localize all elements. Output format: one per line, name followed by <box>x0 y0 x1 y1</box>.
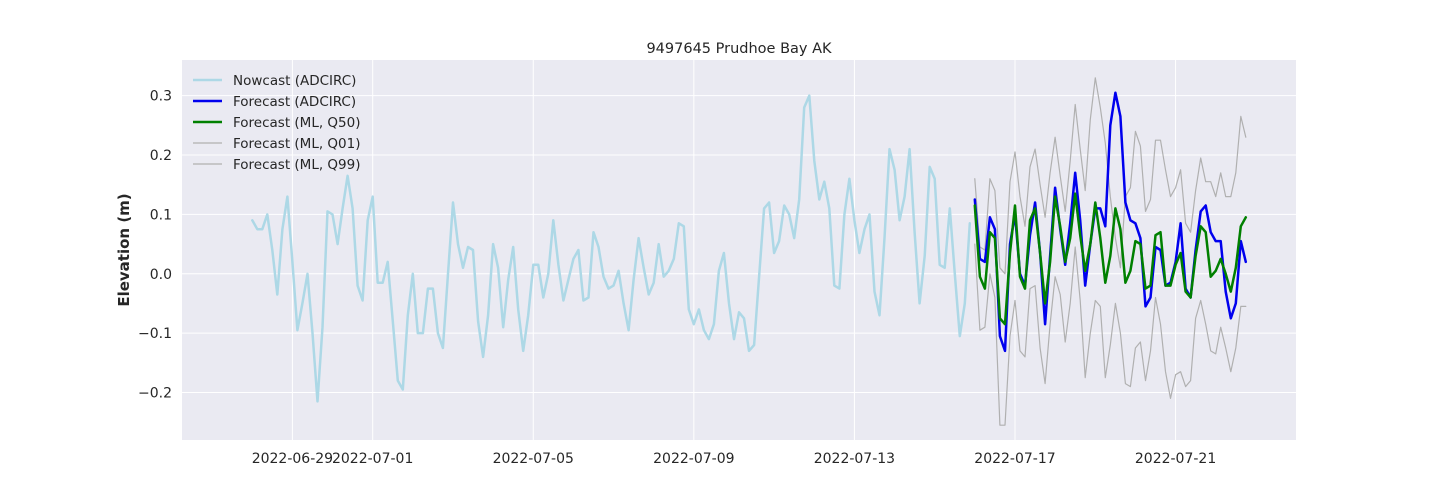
series-line-2 <box>973 192 1248 326</box>
x-tick-label: 2022-07-17 <box>974 451 1055 467</box>
legend-label: Forecast (ML, Q99) <box>233 157 361 173</box>
y-tick-label: −0.1 <box>138 326 172 342</box>
legend-label: Forecast (ADCIRC) <box>233 94 356 110</box>
series-line-3 <box>974 243 1247 426</box>
series-layer <box>251 77 1248 426</box>
x-tick-label: 2022-07-21 <box>1135 451 1216 467</box>
grid <box>182 60 1296 440</box>
y-axis: −0.2 −0.1 0.0 0.1 0.2 0.3 <box>138 89 172 402</box>
y-axis-label: Elevation (m) <box>115 193 133 306</box>
y-tick-label: 0.1 <box>150 207 172 223</box>
x-tick-label: 2022-07-01 <box>332 451 413 467</box>
legend: Nowcast (ADCIRC) Forecast (ADCIRC) Forecas… <box>193 73 361 173</box>
y-tick-label: 0.2 <box>150 148 172 164</box>
y-tick-label: 0.3 <box>150 89 172 105</box>
legend-label: Forecast (ML, Q01) <box>233 136 361 152</box>
x-tick-label: 2022-07-13 <box>814 451 895 467</box>
y-tick-label: 0.0 <box>150 267 172 283</box>
x-tick-label: 2022-06-29 <box>252 451 333 467</box>
x-tick-label: 2022-07-05 <box>493 451 574 467</box>
legend-label: Nowcast (ADCIRC) <box>233 73 356 89</box>
series-line-0 <box>251 94 972 403</box>
y-tick-label: −0.2 <box>138 386 172 402</box>
series-line-4 <box>974 77 1247 275</box>
legend-label: Forecast (ML, Q50) <box>233 115 361 131</box>
x-tick-label: 2022-07-09 <box>653 451 734 467</box>
chart-title: 9497645 Prudhoe Bay AK <box>646 41 832 57</box>
